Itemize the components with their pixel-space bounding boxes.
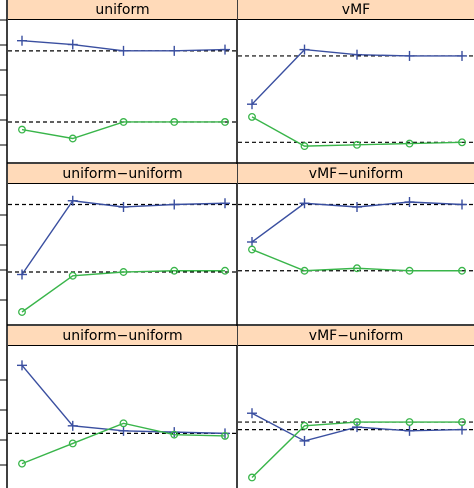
panel-title: uniform xyxy=(8,0,237,20)
data-point-circle xyxy=(170,266,179,275)
data-point-circle xyxy=(18,125,26,134)
plot-area xyxy=(8,195,237,316)
data-point-plus xyxy=(169,45,180,56)
data-point-circle xyxy=(405,139,414,148)
panel-uniform: uniform xyxy=(8,0,237,163)
data-point-plus xyxy=(352,202,362,212)
data-point-circle xyxy=(300,421,309,430)
data-point-circle xyxy=(221,118,229,126)
data-point-plus xyxy=(67,195,78,206)
data-point-circle xyxy=(300,266,309,275)
panel-title: vMF−uniform xyxy=(238,164,474,184)
data-point-plus xyxy=(220,44,230,55)
panel-title: vMF xyxy=(238,0,474,20)
data-point-plus xyxy=(220,428,230,439)
data-point-circle xyxy=(221,431,229,440)
data-point-circle xyxy=(300,142,309,151)
data-point-plus xyxy=(247,408,257,419)
data-point-circle xyxy=(248,112,256,121)
panel-title: uniform−uniform xyxy=(8,164,237,184)
data-point-circle xyxy=(353,418,361,426)
data-point-circle xyxy=(18,459,26,468)
data-point-circle xyxy=(170,118,179,126)
data-point-plus xyxy=(17,360,27,371)
data-point-plus xyxy=(299,435,310,446)
data-point-circle xyxy=(353,140,361,149)
data-point-circle xyxy=(458,266,466,275)
data-point-circle xyxy=(248,245,256,254)
data-point-circle xyxy=(221,266,229,275)
data-point-circle xyxy=(119,268,128,276)
data-point-circle xyxy=(18,308,26,316)
data-point-plus xyxy=(17,269,27,280)
data-point-plus xyxy=(118,425,129,436)
data-point-plus xyxy=(118,45,129,56)
plot-area xyxy=(8,35,237,143)
panel-title: uniform−uniform xyxy=(8,326,237,346)
data-point-plus xyxy=(404,50,415,61)
plot-area xyxy=(238,197,474,275)
series-line-circle xyxy=(21,270,225,313)
data-point-circle xyxy=(119,419,128,428)
plot-area xyxy=(8,360,237,468)
series-line-circle xyxy=(251,421,462,478)
data-point-plus xyxy=(247,99,257,110)
data-point-plus xyxy=(457,424,467,435)
data-point-plus xyxy=(67,420,78,431)
data-point-plus xyxy=(220,198,230,209)
data-point-plus xyxy=(118,202,129,212)
data-point-plus xyxy=(299,198,310,209)
data-point-circle xyxy=(353,264,361,273)
data-point-plus xyxy=(352,49,362,60)
series-line-circle xyxy=(251,248,462,272)
data-point-plus xyxy=(169,427,180,438)
data-point-circle xyxy=(68,134,77,143)
data-point-circle xyxy=(68,271,77,280)
panel-vmf-uniform-middle: vMF−uniform xyxy=(238,164,474,325)
data-point-plus xyxy=(169,199,180,210)
panel-uniform-uniform-middle: uniform−uniform xyxy=(8,164,237,325)
panel-vmf-uniform-bottom: vMF−uniform xyxy=(238,326,474,488)
data-point-plus xyxy=(404,197,415,207)
series-line-circle xyxy=(251,116,463,147)
panel-title: vMF−uniform xyxy=(238,326,474,346)
series-line-circle xyxy=(21,121,225,140)
data-point-circle xyxy=(458,418,466,426)
data-point-plus xyxy=(67,39,78,50)
data-point-circle xyxy=(405,418,414,426)
data-point-plus xyxy=(404,425,415,436)
data-point-plus xyxy=(17,35,27,46)
plot-area xyxy=(238,408,474,482)
data-point-plus xyxy=(457,50,467,61)
data-point-plus xyxy=(352,422,362,433)
data-point-circle xyxy=(405,266,414,275)
plot-area xyxy=(238,44,474,151)
data-point-circle xyxy=(68,439,77,448)
data-point-circle xyxy=(248,473,256,482)
data-point-circle xyxy=(458,138,466,147)
data-point-plus xyxy=(247,237,257,247)
panel-uniform-uniform-bottom: uniform−uniform xyxy=(8,326,237,488)
data-point-circle xyxy=(170,430,179,439)
data-point-plus xyxy=(299,44,310,55)
data-point-circle xyxy=(119,118,128,126)
data-point-plus xyxy=(457,199,467,210)
panel-vmf: vMF xyxy=(238,0,474,163)
series-line-circle xyxy=(21,422,226,465)
